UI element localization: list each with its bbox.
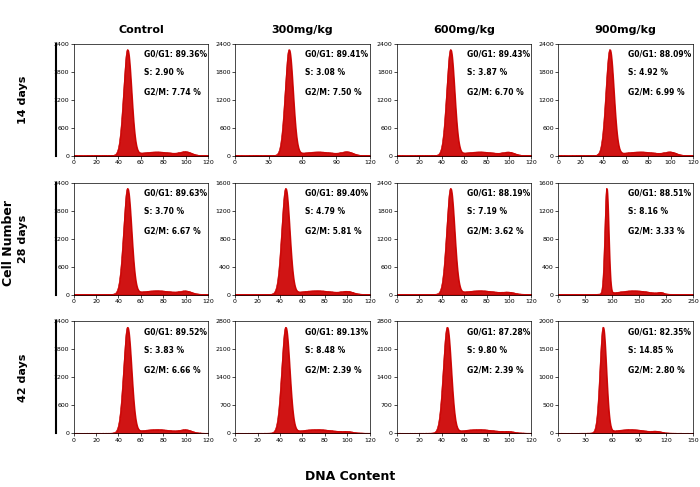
Text: G2/M: 3.33 %: G2/M: 3.33 % (628, 226, 685, 235)
Text: S: 2.90 %: S: 2.90 % (144, 69, 183, 77)
Text: G2/M: 2.80 %: G2/M: 2.80 % (628, 365, 685, 374)
Text: G0/G1: 89.36%: G0/G1: 89.36% (144, 49, 206, 58)
Text: G0/G1: 89.41%: G0/G1: 89.41% (305, 49, 368, 58)
Text: G2/M: 6.70 %: G2/M: 6.70 % (467, 88, 524, 96)
Text: G2/M: 7.74 %: G2/M: 7.74 % (144, 88, 200, 96)
Text: Cell Number: Cell Number (2, 201, 15, 286)
Text: 600mg/kg: 600mg/kg (433, 25, 495, 35)
Text: G2/M: 6.66 %: G2/M: 6.66 % (144, 365, 200, 374)
Text: G2/M: 6.67 %: G2/M: 6.67 % (144, 226, 200, 235)
Text: S: 8.16 %: S: 8.16 % (628, 207, 668, 216)
Text: S: 14.85 %: S: 14.85 % (628, 346, 673, 355)
Text: G0/G1: 88.09%: G0/G1: 88.09% (628, 49, 692, 58)
Text: S: 3.08 %: S: 3.08 % (305, 69, 345, 77)
Text: G0/G1: 89.43%: G0/G1: 89.43% (467, 49, 530, 58)
Text: S: 4.92 %: S: 4.92 % (628, 69, 668, 77)
Text: 14 days: 14 days (18, 75, 28, 124)
Text: G2/M: 2.39 %: G2/M: 2.39 % (467, 365, 524, 374)
Text: G0/G1: 88.51%: G0/G1: 88.51% (628, 188, 692, 197)
Text: G0/G1: 89.40%: G0/G1: 89.40% (305, 188, 368, 197)
Text: Control: Control (118, 25, 164, 35)
Text: S: 9.80 %: S: 9.80 % (467, 346, 507, 355)
Text: G0/G1: 89.13%: G0/G1: 89.13% (305, 327, 368, 336)
Text: G0/G1: 89.52%: G0/G1: 89.52% (144, 327, 206, 336)
Text: G2/M: 6.99 %: G2/M: 6.99 % (628, 88, 685, 96)
Text: G2/M: 5.81 %: G2/M: 5.81 % (305, 226, 362, 235)
Text: 300mg/kg: 300mg/kg (272, 25, 333, 35)
Text: G2/M: 7.50 %: G2/M: 7.50 % (305, 88, 362, 96)
Text: 42 days: 42 days (18, 353, 28, 402)
Text: S: 3.70 %: S: 3.70 % (144, 207, 184, 216)
Text: G2/M: 2.39 %: G2/M: 2.39 % (305, 365, 362, 374)
Text: G0/G1: 89.63%: G0/G1: 89.63% (144, 188, 206, 197)
Text: DNA Content: DNA Content (305, 470, 395, 483)
Text: G0/G1: 87.28%: G0/G1: 87.28% (467, 327, 530, 336)
Text: S: 3.83 %: S: 3.83 % (144, 346, 184, 355)
Text: S: 4.79 %: S: 4.79 % (305, 207, 345, 216)
Text: S: 3.87 %: S: 3.87 % (467, 69, 507, 77)
Text: G0/G1: 82.35%: G0/G1: 82.35% (628, 327, 691, 336)
Text: G0/G1: 88.19%: G0/G1: 88.19% (467, 188, 530, 197)
Text: G2/M: 3.62 %: G2/M: 3.62 % (467, 226, 524, 235)
Text: 900mg/kg: 900mg/kg (594, 25, 657, 35)
Text: 28 days: 28 days (18, 214, 28, 263)
Text: S: 8.48 %: S: 8.48 % (305, 346, 345, 355)
Text: S: 7.19 %: S: 7.19 % (467, 207, 507, 216)
